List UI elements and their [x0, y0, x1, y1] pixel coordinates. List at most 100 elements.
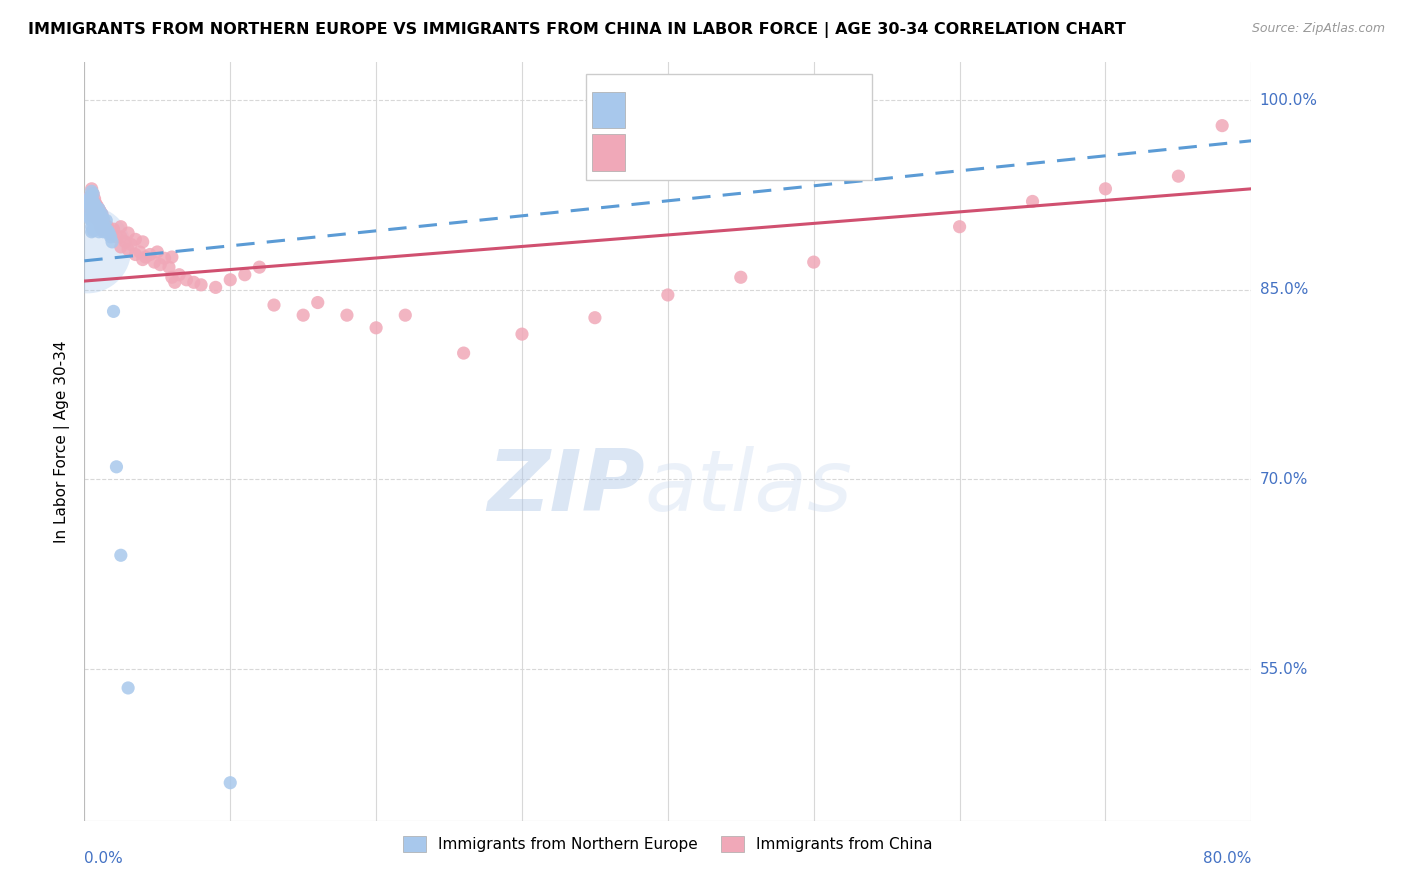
- Point: [87, 202, 110, 216]
- Point: [128, 244, 150, 259]
- Point: [730, 270, 752, 285]
- Point: [1021, 194, 1043, 209]
- Point: [80, 213, 103, 227]
- Point: [84, 210, 107, 224]
- Point: [77, 199, 100, 213]
- Point: [453, 346, 475, 360]
- Point: [394, 308, 416, 322]
- Point: [86, 204, 108, 219]
- Point: [83, 219, 105, 234]
- Point: [110, 219, 132, 234]
- Point: [86, 199, 108, 213]
- Point: [100, 229, 122, 244]
- Point: [91, 212, 114, 227]
- Point: [98, 226, 121, 240]
- Point: [96, 225, 118, 239]
- Point: [83, 202, 105, 216]
- Point: [82, 214, 104, 228]
- Point: [167, 268, 190, 282]
- Point: [76, 243, 98, 257]
- Point: [249, 260, 271, 275]
- Point: [80, 192, 103, 206]
- Point: [132, 235, 155, 249]
- Point: [101, 235, 124, 249]
- Point: [82, 210, 104, 224]
- Point: [132, 252, 155, 267]
- Point: [87, 214, 110, 228]
- FancyBboxPatch shape: [586, 74, 872, 180]
- Point: [120, 237, 142, 252]
- Point: [89, 219, 111, 234]
- Point: [86, 212, 108, 227]
- Point: [79, 189, 101, 203]
- Point: [139, 247, 162, 261]
- Y-axis label: In Labor Force | Age 30-34: In Labor Force | Age 30-34: [55, 340, 70, 543]
- Text: 0.0%: 0.0%: [84, 851, 124, 866]
- Point: [86, 213, 108, 227]
- Point: [105, 229, 128, 244]
- Point: [79, 189, 101, 203]
- Point: [1211, 119, 1233, 133]
- Point: [80, 194, 103, 209]
- Point: [103, 304, 125, 318]
- Point: [84, 197, 107, 211]
- Point: [77, 193, 100, 207]
- Legend: Immigrants from Northern Europe, Immigrants from China: Immigrants from Northern Europe, Immigra…: [396, 830, 939, 858]
- Text: 55.0%: 55.0%: [1260, 662, 1308, 676]
- Point: [263, 298, 285, 312]
- Point: [336, 308, 359, 322]
- Point: [157, 260, 180, 275]
- Point: [84, 199, 107, 213]
- Point: [97, 223, 120, 237]
- Point: [307, 295, 329, 310]
- Text: IMMIGRANTS FROM NORTHERN EUROPE VS IMMIGRANTS FROM CHINA IN LABOR FORCE | AGE 30: IMMIGRANTS FROM NORTHERN EUROPE VS IMMIG…: [28, 22, 1126, 38]
- Point: [87, 202, 110, 216]
- Point: [79, 212, 101, 227]
- Text: Source: ZipAtlas.com: Source: ZipAtlas.com: [1251, 22, 1385, 36]
- Point: [583, 310, 606, 325]
- Point: [82, 186, 104, 201]
- Point: [83, 192, 105, 206]
- Point: [80, 182, 103, 196]
- Point: [117, 243, 139, 257]
- Point: [160, 270, 183, 285]
- Point: [82, 197, 104, 211]
- Point: [146, 244, 169, 259]
- Point: [77, 194, 100, 209]
- Point: [803, 255, 825, 269]
- Text: 85.0%: 85.0%: [1260, 283, 1308, 297]
- Point: [90, 207, 112, 221]
- Point: [96, 222, 118, 236]
- Point: [114, 235, 136, 249]
- Point: [163, 275, 186, 289]
- Point: [143, 255, 166, 269]
- Point: [76, 192, 98, 206]
- Point: [96, 213, 118, 227]
- Point: [1094, 182, 1116, 196]
- Point: [135, 250, 157, 264]
- Point: [97, 219, 120, 234]
- Point: [100, 227, 122, 242]
- Point: [949, 219, 972, 234]
- Point: [87, 210, 110, 224]
- Point: [117, 681, 139, 695]
- Point: [176, 273, 198, 287]
- Point: [117, 226, 139, 240]
- Point: [77, 197, 100, 211]
- Text: 100.0%: 100.0%: [1260, 93, 1317, 108]
- Point: [77, 199, 100, 213]
- Point: [183, 275, 205, 289]
- Point: [82, 204, 104, 219]
- Text: atlas: atlas: [644, 445, 852, 529]
- Point: [84, 207, 107, 221]
- Point: [292, 308, 315, 322]
- Point: [657, 288, 679, 302]
- Text: R = 0.062   N = 49: R = 0.062 N = 49: [633, 96, 817, 114]
- Point: [110, 548, 132, 562]
- Point: [366, 320, 388, 334]
- Point: [149, 258, 172, 272]
- FancyBboxPatch shape: [592, 135, 624, 171]
- Point: [219, 775, 242, 790]
- Point: [80, 207, 103, 221]
- Point: [91, 212, 114, 227]
